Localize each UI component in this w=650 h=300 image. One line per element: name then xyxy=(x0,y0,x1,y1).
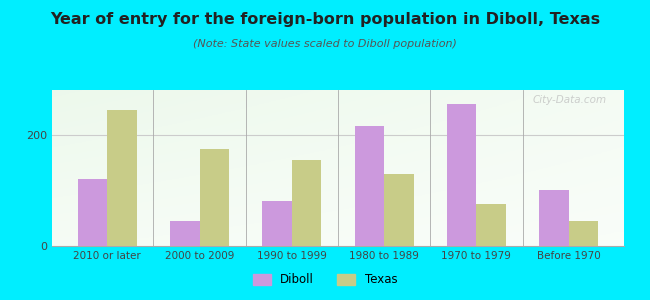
Text: City-Data.com: City-Data.com xyxy=(533,95,607,105)
Bar xyxy=(447,104,476,246)
Bar xyxy=(78,179,107,246)
Bar xyxy=(292,160,321,246)
Bar xyxy=(200,148,229,246)
Text: Year of entry for the foreign-born population in Diboll, Texas: Year of entry for the foreign-born popul… xyxy=(50,12,600,27)
Bar xyxy=(569,221,598,246)
Bar xyxy=(384,174,413,246)
Bar xyxy=(107,110,137,246)
Bar xyxy=(263,201,292,246)
Bar xyxy=(539,190,569,246)
Bar xyxy=(355,126,384,246)
Text: (Note: State values scaled to Diboll population): (Note: State values scaled to Diboll pop… xyxy=(193,39,457,49)
Bar xyxy=(170,221,200,246)
Bar xyxy=(476,204,506,246)
Legend: Diboll, Texas: Diboll, Texas xyxy=(248,269,402,291)
